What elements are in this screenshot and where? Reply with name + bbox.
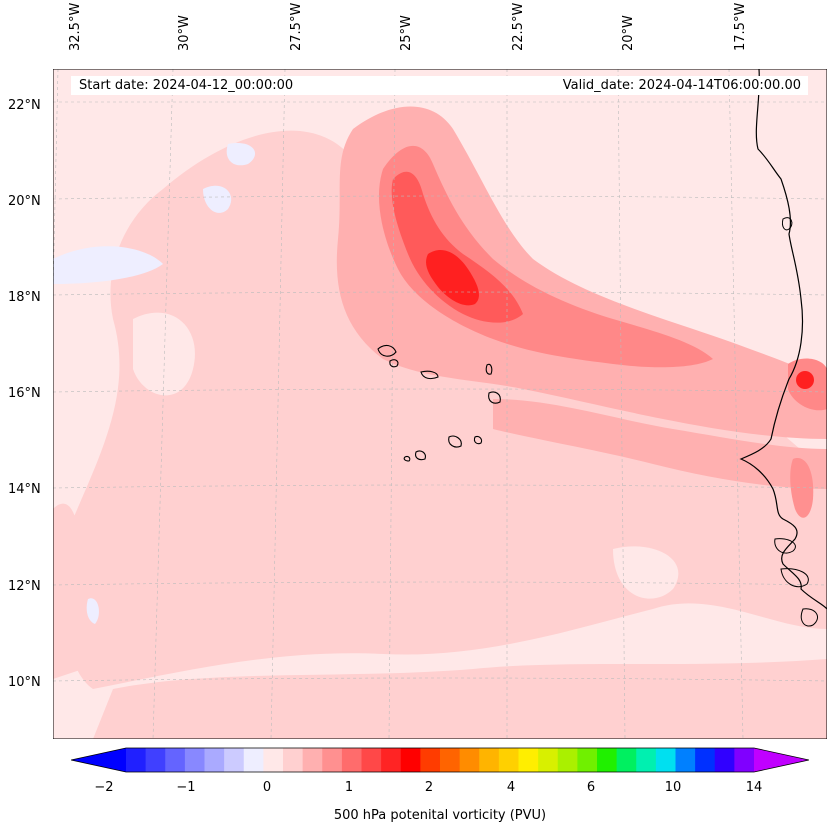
colorbar-segment bbox=[322, 748, 343, 772]
start-date-label: Start date: 2024-04-12_00:00:00 bbox=[79, 78, 294, 93]
header-box bbox=[71, 76, 808, 95]
colorbar-segment bbox=[145, 748, 166, 772]
pv-negative-patch-2 bbox=[203, 185, 232, 213]
lon-label-25w: 25°W bbox=[399, 15, 414, 51]
colorbar-tick-10: 10 bbox=[664, 780, 682, 795]
colorbar-segment bbox=[734, 748, 755, 772]
pv-band-south-east bbox=[493, 399, 827, 489]
colorbar-segment bbox=[557, 748, 578, 772]
colorbar-segment bbox=[440, 748, 461, 772]
pv-streamer-stronger bbox=[391, 171, 523, 323]
lon-label-17-5w: 17.5°W bbox=[733, 2, 748, 51]
colorbar-segment bbox=[263, 748, 284, 772]
colorbar-segment bbox=[538, 748, 559, 772]
colorbar-segment bbox=[341, 748, 363, 772]
colorbar-segment bbox=[616, 748, 637, 772]
colorbar-segment bbox=[400, 748, 421, 772]
colorbar-segment bbox=[420, 748, 441, 772]
colorbar-segment bbox=[636, 748, 657, 772]
pv-field-light-west bbox=[53, 503, 86, 679]
lat-label-12n: 12°N bbox=[8, 579, 41, 594]
colorbar-tick-6: 6 bbox=[586, 780, 596, 795]
pv-negative-patch-3 bbox=[226, 143, 256, 166]
colorbar-segment bbox=[184, 748, 206, 772]
colorbar-tick-minus1: −1 bbox=[176, 780, 196, 795]
colorbar-max-arrow bbox=[754, 748, 809, 772]
colorbar-segment bbox=[459, 748, 480, 772]
africa-coast-inlet-4 bbox=[800, 608, 818, 627]
lat-label-16n: 16°N bbox=[8, 386, 41, 401]
pv-coastal-peak bbox=[796, 371, 814, 389]
lon-label-27-5w: 27.5°W bbox=[289, 2, 304, 51]
lon-label-30w: 30°W bbox=[177, 15, 192, 51]
colorbar-segment bbox=[283, 748, 304, 772]
colorbar-tick-4: 4 bbox=[506, 780, 516, 795]
lat-label-22n: 22°N bbox=[8, 98, 41, 113]
africa-coast-inlet-2 bbox=[774, 538, 796, 554]
pv-streamer-peak bbox=[426, 249, 479, 306]
africa-coast-inlet-1 bbox=[782, 217, 793, 231]
colorbar-tick-0: 0 bbox=[262, 780, 272, 795]
colorbar-segment bbox=[302, 748, 323, 772]
colorbar-segment bbox=[479, 748, 500, 772]
colorbar-segment bbox=[204, 748, 225, 772]
pv-field-pale-patch-2 bbox=[613, 546, 679, 599]
colorbar-segment bbox=[695, 748, 716, 772]
africa-coastline bbox=[739, 69, 827, 610]
cape-verde-islands bbox=[377, 344, 501, 462]
colorbar-segment bbox=[165, 748, 186, 772]
pv-negative-patch-4 bbox=[86, 598, 99, 624]
colorbar-segment bbox=[243, 748, 264, 772]
colorbar-segment bbox=[597, 748, 618, 772]
colorbar-segment bbox=[675, 748, 696, 772]
lat-label-10n: 10°N bbox=[8, 675, 41, 690]
colorbar-segment bbox=[126, 748, 147, 772]
colorbar-segment bbox=[518, 748, 539, 772]
lon-label-22-5w: 22.5°W bbox=[511, 2, 526, 51]
colorbar-segment bbox=[224, 748, 245, 772]
colorbar-tick-1: 1 bbox=[344, 780, 354, 795]
colorbar-min-arrow bbox=[71, 748, 126, 772]
lon-label-20w: 20°W bbox=[621, 15, 636, 51]
africa-coast-inlet-3 bbox=[780, 568, 809, 588]
colorbar bbox=[71, 747, 809, 773]
colorbar-segment bbox=[381, 748, 402, 772]
lat-label-20n: 20°N bbox=[8, 194, 41, 209]
colorbar-segment bbox=[577, 748, 598, 772]
lat-label-14n: 14°N bbox=[8, 482, 41, 497]
colorbar-segment bbox=[655, 748, 677, 772]
colorbar-outline bbox=[71, 747, 809, 773]
pv-map[interactable] bbox=[53, 69, 827, 739]
valid-date-label: Valid_date: 2024-04-14T06:00:00.00 bbox=[562, 78, 801, 93]
colorbar-tick-2: 2 bbox=[424, 780, 434, 795]
pv-negative-patch-1 bbox=[53, 246, 163, 284]
colorbar-tick-minus2: −2 bbox=[94, 780, 114, 795]
colorbar-segment bbox=[498, 748, 520, 772]
lat-label-18n: 18°N bbox=[8, 290, 41, 305]
pv-field-pale-patch bbox=[133, 312, 195, 396]
pv-coastal-band bbox=[790, 458, 814, 518]
lon-label-32-5w: 32.5°W bbox=[68, 2, 83, 51]
colorbar-segment bbox=[714, 748, 735, 772]
graticule bbox=[53, 69, 827, 739]
colorbar-segment bbox=[361, 748, 382, 772]
colorbar-tick-14: 14 bbox=[745, 780, 763, 795]
colorbar-label: 500 hPa potenital vorticity (PVU) bbox=[333, 808, 547, 823]
